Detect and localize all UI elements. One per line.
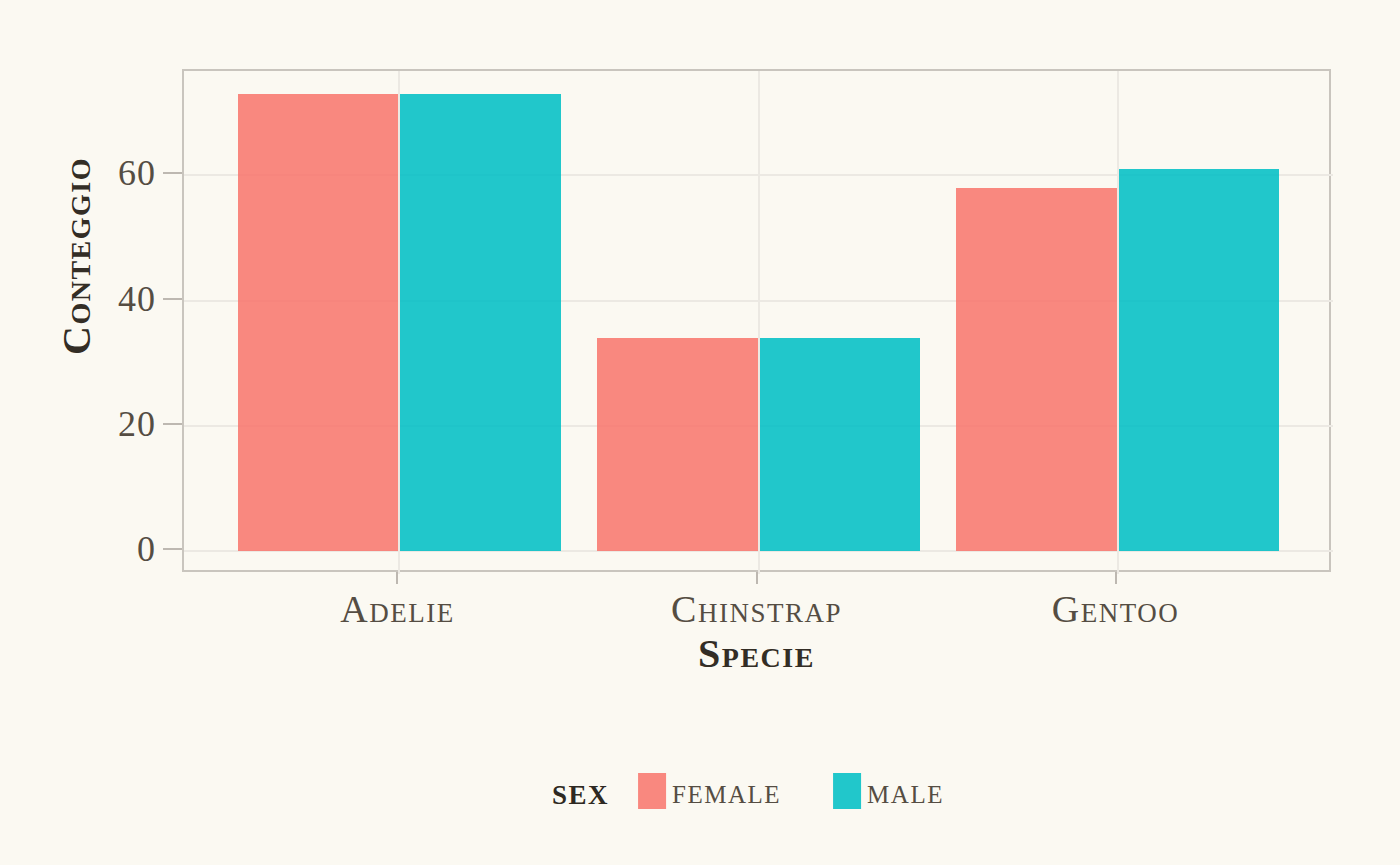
legend-title: sex — [552, 769, 609, 813]
bar-gentoo-male — [1119, 169, 1280, 551]
y-tick — [163, 548, 182, 550]
y-tick-label: 60 — [36, 155, 156, 191]
bar-adelie-male — [400, 94, 561, 551]
legend-items: female male — [638, 770, 944, 812]
y-tick-label: 20 — [36, 406, 156, 442]
y-tick — [163, 172, 182, 174]
x-tick-label-adelie: Adelie — [247, 589, 547, 629]
legend-item-male: male — [833, 770, 944, 812]
bar-chinstrap-female — [597, 338, 758, 551]
chart-figure: Conteggio 0204060 AdelieChinstrapGentoo … — [0, 0, 1400, 865]
x-tick-label-chinstrap: Chinstrap — [607, 589, 907, 629]
legend-label-male: male — [867, 770, 944, 812]
legend-item-female: female — [638, 770, 781, 812]
x-tick — [396, 572, 398, 584]
plot-panel — [182, 69, 1331, 572]
x-tick-label-gentoo: Gentoo — [966, 589, 1266, 629]
x-axis-title: Specie — [182, 630, 1331, 677]
legend-label-female: female — [672, 770, 781, 812]
bar-adelie-female — [238, 94, 399, 551]
y-tick-label: 40 — [36, 281, 156, 317]
bar-gentoo-female — [956, 188, 1117, 551]
y-tick — [163, 423, 182, 425]
y-tick — [163, 298, 182, 300]
x-tick — [1115, 572, 1117, 584]
y-tick-label: 0 — [36, 531, 156, 567]
legend-swatch-male — [833, 773, 861, 809]
legend: sex female male — [552, 769, 944, 813]
bar-chinstrap-male — [760, 338, 921, 551]
x-tick — [756, 572, 758, 584]
legend-swatch-female — [638, 773, 666, 809]
